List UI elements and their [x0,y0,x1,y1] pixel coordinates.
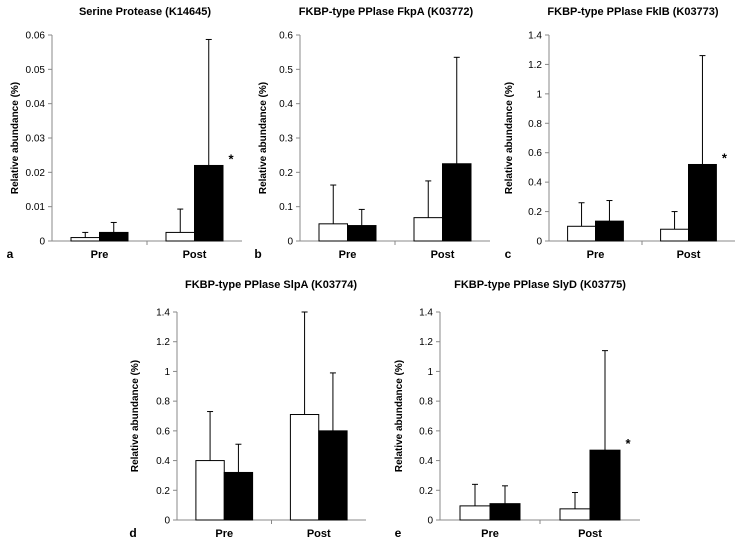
y-tick-label: 0 [427,516,433,527]
y-tick-label: 0.2 [279,168,293,179]
bar-post-series-2 [442,163,472,242]
y-tick-label: 1.4 [419,308,433,319]
bar-pre-series-2 [489,503,521,521]
y-tick-label: 1.2 [419,337,433,348]
y-axis-label: Relative abundance (%) [504,82,515,194]
bar-post-series-2 [318,430,348,521]
y-tick-label: 0.4 [279,99,293,110]
bar-post-series-1 [660,228,689,242]
bar-pre-series-1 [70,237,100,242]
x-category-label: Pre [481,528,499,538]
y-tick-label: 0.06 [26,31,46,42]
chart-panel-b: FKBP-type PPlase FkpA (K03772) 0 0.1 0.2 0.3… [254,6,490,261]
bar-pre-series-1 [318,223,348,242]
y-axis-label: Relative abundance (%) [130,360,141,472]
y-axis-label: Relative abundance (%) [10,82,21,194]
chart-title: FKBP-type PPlase SlyD (K03775) [454,279,626,291]
x-category-label: Post [677,249,701,261]
y-tick-label: 0.05 [26,65,46,76]
x-category-label: Post [307,528,331,538]
y-tick-label: 0.2 [156,486,170,497]
bar-post-series-1 [289,414,320,521]
x-category-label: Post [431,249,455,261]
x-category-label: Pre [91,249,109,261]
panel-letter: e [395,526,402,538]
y-tick-label: 0.02 [26,168,46,179]
panel-letter: d [129,526,136,538]
chart-title: FKBP-type PPlase FklB (K03773) [547,6,719,18]
chart-panel-c: FKBP-type PPlase FklB (K03773) 0 0.2 0.4 0.6… [504,6,735,261]
y-tick-label: 1 [164,367,170,378]
y-tick-label: 0.1 [279,202,293,213]
y-tick-label: 0.6 [528,148,542,159]
y-tick-label: 0.8 [419,397,433,408]
bar-post-series-2 [194,164,224,242]
y-tick-label: 1.2 [528,60,542,71]
y-tick-label: 0.4 [528,178,542,189]
x-category-label: Post [578,528,602,538]
bar-pre-series-1 [567,225,596,242]
bar-post-series-1 [559,508,591,521]
y-tick-label: 1.4 [528,31,542,42]
y-tick-label: 0.03 [26,134,46,145]
y-tick-label: 0.4 [419,456,433,467]
chart-title: Serine Protease (K14645) [79,6,211,18]
chart-title: FKBP-type PPlase SlpA (K03774) [185,279,357,291]
bar-post-series-2 [589,449,621,521]
y-tick-label: 0 [536,237,542,248]
chart-panel-d: FKBP-type PPlase SlpA (K03774) 0 0.2 0.4 0.6… [129,279,366,538]
y-axis-label: Relative abundance (%) [258,82,269,194]
bar-pre-series-2 [223,471,254,521]
y-tick-label: 0.5 [279,65,293,76]
x-category-label: Pre [339,249,357,261]
y-tick-label: 0.6 [279,31,293,42]
y-tick-label: 1 [427,367,433,378]
y-tick-label: 0.04 [26,99,46,110]
y-axis-label: Relative abundance (%) [394,360,405,472]
y-tick-label: 0.8 [528,119,542,130]
panel-letter: a [7,247,14,261]
bar-post-series-2 [688,163,717,242]
bar-pre-series-2 [595,220,624,242]
y-tick-label: 0.2 [528,207,542,218]
x-category-label: Post [183,249,207,261]
bar-post-series-1 [165,231,195,242]
x-category-label: Pre [215,528,233,538]
panel-letter: c [505,247,512,261]
x-category-label: Pre [587,249,605,261]
panel-letter: b [254,247,261,261]
y-tick-label: 1.2 [156,337,170,348]
y-tick-label: 1 [536,89,542,100]
y-tick-label: 0 [287,237,293,248]
y-tick-label: 0 [39,237,45,248]
bar-post-series-1 [413,217,443,242]
y-tick-label: 0.8 [156,397,170,408]
chart-panel-e: FKBP-type PPlase SlyD (K03775) 0 0.2 0.4 0.6… [394,279,640,538]
chart-title: FKBP-type PPlase FkpA (K03772) [299,6,474,18]
y-tick-label: 0.2 [419,486,433,497]
significance-marker: * [722,150,728,165]
y-tick-label: 0.6 [156,426,170,437]
y-tick-label: 1.4 [156,308,170,319]
y-tick-label: 0 [164,516,170,527]
significance-marker: * [625,436,631,451]
bar-pre-series-1 [195,460,225,521]
bar-pre-series-2 [347,225,377,242]
bar-pre-series-2 [99,231,129,242]
bar-pre-series-1 [459,505,491,521]
y-tick-label: 0.01 [26,202,46,213]
y-tick-label: 0.3 [279,134,293,145]
y-tick-label: 0.4 [156,456,170,467]
chart-panel-a: Serine Protease (K14645) 0 0.01 0.02 0.03 0.0… [7,6,242,261]
y-tick-label: 0.6 [419,426,433,437]
significance-marker: * [228,151,234,166]
